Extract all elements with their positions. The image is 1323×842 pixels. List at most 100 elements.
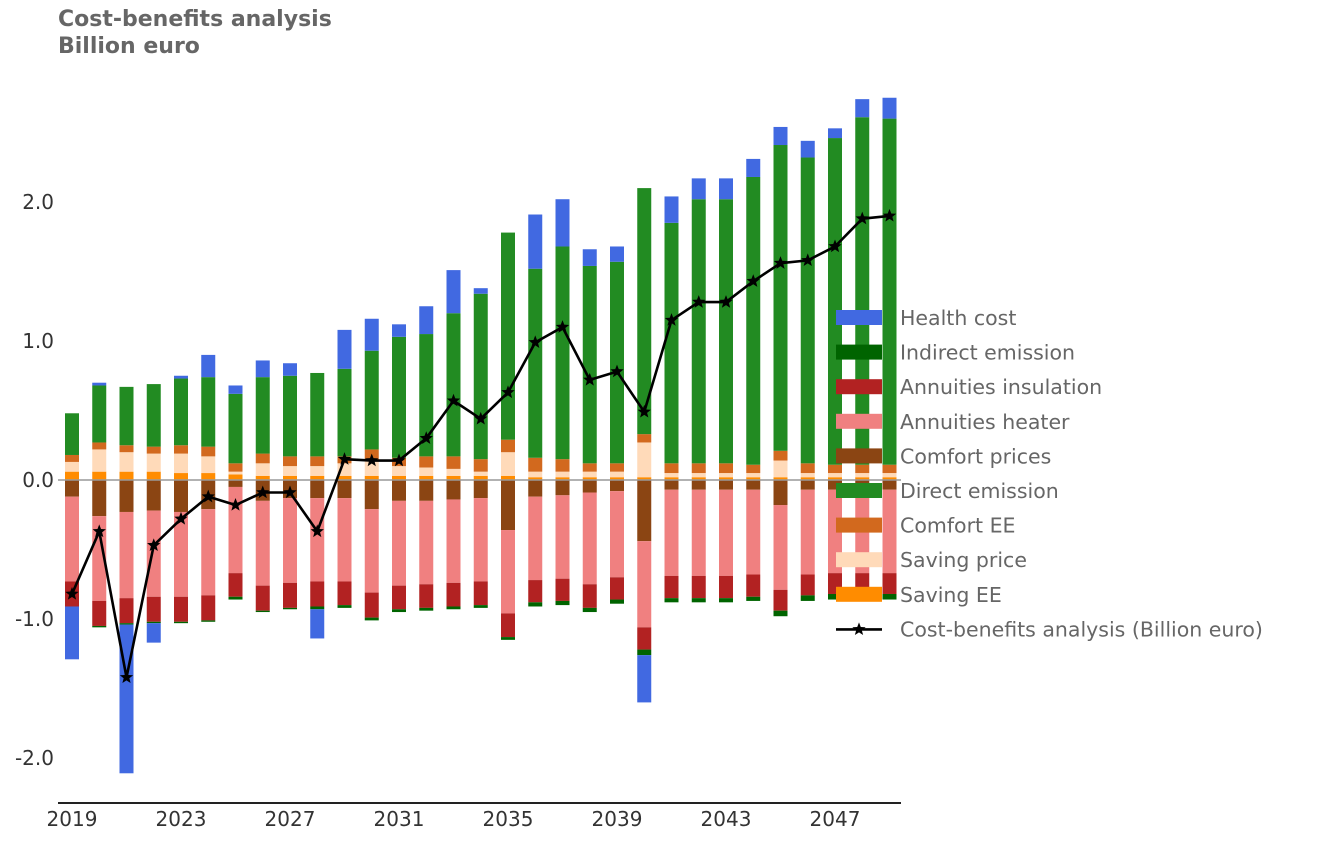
bar-annuities_insulation-2030 [364, 592, 379, 618]
legend-label: Annuities insulation [900, 375, 1102, 399]
legend-swatch [836, 483, 882, 498]
y-tick-label: -2.0 [15, 746, 54, 770]
bar-annuities_insulation-2023 [174, 596, 188, 622]
net-point-2034 [474, 411, 488, 425]
legend-star-marker [852, 622, 866, 636]
net-point-2025 [228, 498, 243, 511]
bar-annuities_insulation-2045 [773, 589, 788, 611]
bar-health_cost_pos-2043 [719, 178, 733, 200]
legend-label: Annuities heater [900, 410, 1070, 434]
bar-indirect_emission-2045 [773, 610, 788, 617]
bar-indirect_emission-2035 [501, 637, 515, 640]
bar-indirect_emission-2032 [419, 607, 434, 611]
bar-direct_emission-2037 [555, 246, 570, 460]
bar-annuities_heater-2019 [65, 496, 79, 582]
bar-saving_ee-2022 [146, 471, 161, 480]
bar-comfort_ee-2042 [691, 463, 706, 474]
bar-saving_ee-2019 [65, 471, 79, 480]
bar-indirect_emission-2029 [337, 605, 352, 608]
bar-health_cost_pos-2025 [228, 385, 243, 394]
bar-health_cost_pos-2026 [255, 360, 270, 378]
legend-swatch [836, 379, 882, 395]
net-point-2031 [392, 453, 406, 467]
bar-direct_emission-2043 [719, 199, 733, 464]
bar-comfort_prices-2034 [473, 480, 488, 499]
bar-annuities_heater-2049 [882, 489, 897, 574]
bar-annuities_heater-2033 [446, 499, 461, 583]
bar-saving_price-2024 [201, 456, 216, 474]
bar-indirect_emission-2047 [828, 593, 842, 600]
bar-indirect_emission-2046 [800, 595, 815, 601]
net-point-2024 [201, 489, 215, 503]
bar-health_cost_pos-2033 [446, 270, 461, 314]
bar-indirect_emission-2037 [555, 600, 570, 606]
bar-comfort_ee-2033 [446, 456, 461, 469]
bar-annuities_insulation-2020 [92, 600, 107, 626]
bar-comfort_ee-2032 [419, 456, 434, 468]
net-point-2044 [746, 274, 760, 287]
legend-item: Annuities heater [836, 410, 1070, 434]
bar-health_cost_pos-2049 [882, 97, 897, 119]
legend-item: Comfort prices [836, 444, 1051, 468]
bar-direct_emission-2031 [392, 336, 406, 458]
bar-annuities_heater-2030 [364, 509, 379, 593]
bar-comfort_prices-2049 [882, 480, 897, 490]
net-point-2039 [610, 364, 624, 378]
bar-annuities_heater-2045 [773, 505, 788, 590]
bar-comfort_prices-2047 [828, 480, 842, 490]
bar-saving_ee-2025 [228, 474, 243, 480]
bar-saving_ee-2039 [610, 477, 624, 480]
net-point-2045 [773, 256, 788, 269]
bar-comfort_ee-2046 [800, 463, 815, 474]
bar-saving_price-2026 [255, 463, 270, 476]
legend-label: Health cost [900, 306, 1016, 330]
net-point-2033 [446, 393, 461, 407]
bar-saving_price-2025 [228, 471, 243, 475]
axes-layer: 2019 2023 2027 2031 2035 2039 2043 2047 -2.0 -1.0… [15, 190, 901, 831]
x-tick-label-2035: 2035 [483, 807, 534, 831]
bar-annuities_insulation-2027 [283, 582, 297, 608]
bar-health_cost_pos-2037 [555, 199, 570, 247]
bar-health_cost_pos-2036 [528, 214, 543, 269]
bar-annuities_heater-2032 [419, 500, 434, 585]
bar-comfort_prices-2023 [174, 480, 188, 512]
bar-comfort_ee-2034 [473, 459, 488, 472]
bar-annuities_heater-2037 [555, 495, 570, 579]
bar-indirect_emission-2024 [201, 620, 216, 622]
bar-saving_price-2041 [664, 473, 679, 478]
bar-saving_ee-2045 [773, 477, 788, 480]
bar-saving_ee-2047 [828, 477, 842, 480]
bar-annuities_heater-2036 [528, 496, 543, 581]
bar-annuities_insulation-2025 [228, 573, 243, 597]
bar-comfort_ee-2044 [746, 464, 761, 474]
bar-indirect_emission-2020 [92, 625, 107, 628]
bar-saving_ee-2023 [174, 473, 188, 480]
bar-saving_ee-2041 [664, 477, 679, 480]
bar-annuities_insulation-2038 [582, 584, 597, 608]
bar-direct_emission-2048 [855, 117, 870, 465]
bar-health_cost_pos-2031 [392, 324, 406, 337]
bar-comfort_prices-2028 [310, 480, 325, 499]
bar-saving_price-2038 [582, 471, 597, 478]
legend-swatch [836, 552, 882, 568]
y-tick-label: 0.0 [22, 468, 54, 492]
bar-direct_emission-2022 [146, 384, 161, 447]
bar-health_cost_pos-2046 [800, 140, 815, 158]
bar-saving_ee-2049 [882, 477, 897, 480]
bar-indirect_emission-2042 [691, 598, 706, 603]
bar-indirect_emission-2022 [146, 621, 161, 624]
net-line-layer [65, 208, 897, 684]
bar-comfort_ee-2028 [310, 456, 325, 467]
bar-comfort_ee-2026 [255, 453, 270, 464]
bar-comfort_prices-2032 [419, 480, 434, 501]
bars-layer [65, 97, 897, 774]
net-point-2032 [419, 431, 433, 444]
bar-health_cost_pos-2044 [746, 158, 761, 177]
net-point-2046 [801, 253, 815, 267]
bar-indirect_emission-2041 [664, 598, 679, 603]
bar-annuities_insulation-2029 [337, 581, 352, 606]
net-point-2048 [855, 211, 869, 225]
bar-annuities_insulation-2021 [119, 598, 134, 624]
bar-comfort_prices-2044 [746, 480, 761, 490]
net-point-2041 [664, 313, 679, 326]
